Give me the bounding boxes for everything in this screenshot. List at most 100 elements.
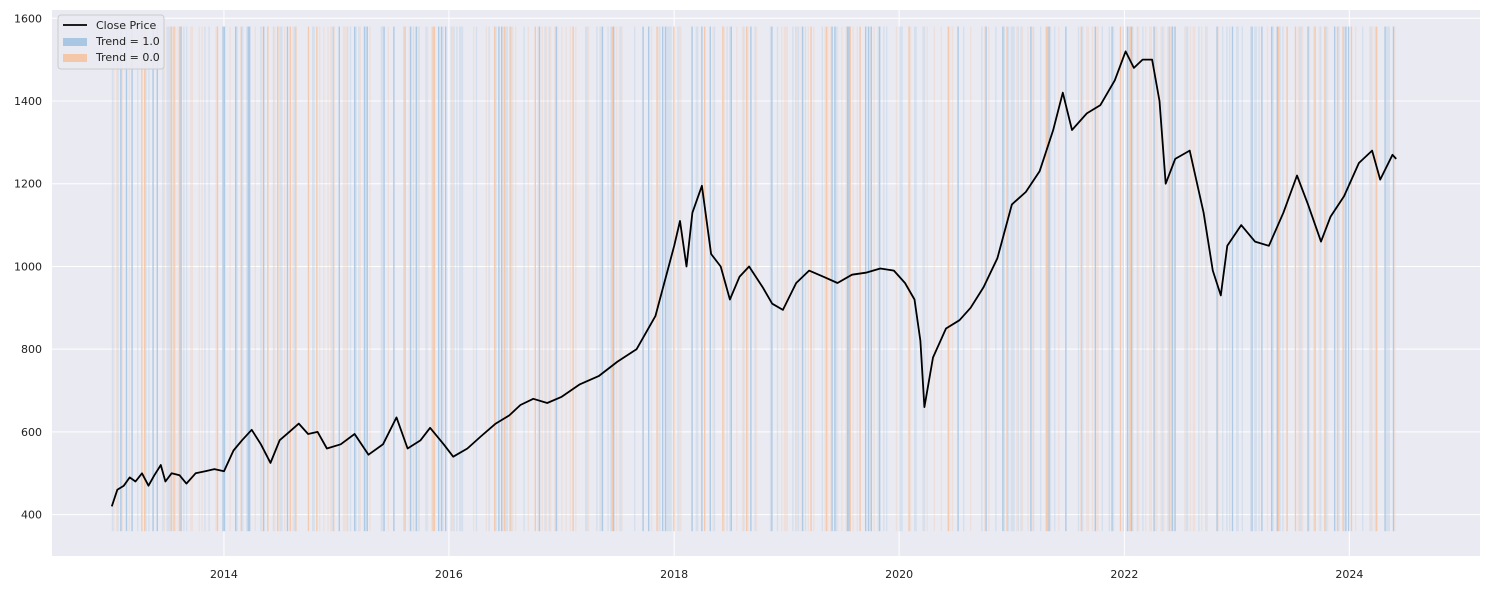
trend-band-up [358,26,360,532]
trend-band-down [534,26,536,532]
trend-band-down [1354,26,1357,532]
trend-bands [111,26,1396,532]
trend-band-down [796,26,798,532]
trend-band-down [1172,26,1175,532]
trend-band-down [1368,26,1371,532]
trend-band-up [923,26,926,532]
trend-band-down [712,26,714,532]
trend-band-down [611,26,613,532]
trend-band-up [152,26,154,532]
trend-band-up [185,26,188,532]
trend-band-up [281,26,283,532]
trend-band-up [1167,26,1169,532]
trend-band-down [1137,26,1140,532]
trend-band-down [618,26,620,532]
legend-label-trend-0: Trend = 0.0 [95,51,160,64]
trend-band-up [659,26,661,532]
trend-band-up [962,26,965,532]
trend-band-down [1286,26,1288,532]
trend-band-down [292,26,294,532]
trend-band-down [485,26,487,532]
trend-band-down [569,26,571,532]
trend-band-up [801,26,804,532]
trend-band-up [236,26,238,532]
trend-band-down [783,26,786,532]
trend-band-down [1394,26,1396,532]
y-tick-label: 1400 [14,95,42,108]
trend-band-down [1375,26,1378,532]
trend-band-up [402,26,405,532]
trend-band-up [600,26,602,532]
trend-band-down [1336,26,1339,532]
trend-band-down [191,26,193,532]
trend-band-down [951,26,954,532]
trend-band-up [418,26,420,532]
trend-band-up [346,26,349,532]
trend-band-down [656,26,658,532]
trend-band-down [1045,26,1047,532]
trend-band-up [544,26,546,532]
trend-band-up [440,26,443,532]
trend-band-down [1308,26,1311,532]
trend-band-down [856,26,858,532]
trend-band-up [584,26,587,532]
trend-band-up [743,26,745,532]
trend-band-up [131,26,133,532]
trend-band-up [1030,26,1032,532]
trend-band-up [885,26,888,532]
trend-band-up [1392,26,1395,532]
trend-band-up [1130,26,1133,532]
trend-band-down [673,26,675,532]
trend-band-up [1241,26,1243,532]
trend-band-down [1095,26,1098,532]
trend-band-up [607,26,609,532]
trend-band-up [1185,26,1187,532]
trend-band-down [810,26,812,532]
trend-band-up [1370,26,1372,532]
trend-band-up [1347,26,1350,532]
trend-band-down [344,26,346,532]
trend-band-up [166,26,168,532]
trend-band-up [922,26,924,532]
trend-band-up [355,26,357,532]
trend-band-down [621,26,623,532]
trend-band-up [498,26,500,532]
trend-band-down [852,26,854,532]
trend-band-up [1276,26,1278,532]
trend-band-up [409,26,412,532]
trend-band-down [1154,26,1157,532]
trend-band-up [450,26,452,532]
legend-label-close-price: Close Price [96,19,157,32]
trend-band-up [1186,26,1189,532]
trend-band-up [1270,26,1273,532]
trend-band-up [846,26,849,532]
y-tick-label: 600 [21,426,42,439]
trend-band-down [276,26,279,532]
trend-band-up [162,26,164,532]
trend-band-down [813,26,815,532]
trend-band-down [933,26,935,532]
trend-band-down [926,26,928,532]
trend-band-up [241,26,244,532]
trend-band-down [1312,26,1315,532]
x-tick-label: 2018 [660,568,688,581]
trend-band-down [503,26,506,532]
trend-band-down [240,26,242,532]
trend-band-up [548,26,550,532]
trend-band-down [1350,26,1353,532]
y-tick-label: 800 [21,343,42,356]
trend-band-up [1261,26,1263,532]
trend-band-down [190,26,192,532]
trend-band-up [1112,26,1115,532]
trend-band-up [1122,26,1124,532]
trend-band-up [913,26,916,532]
trend-band-down [177,26,179,532]
trend-band-up [1081,26,1084,532]
trend-band-up [667,26,669,532]
trend-band-up [666,26,668,532]
trend-band-down [178,26,181,532]
trend-band-up [695,26,697,532]
trend-band-up [647,26,650,532]
trend-band-down [785,26,787,532]
trend-band-down [745,26,748,532]
